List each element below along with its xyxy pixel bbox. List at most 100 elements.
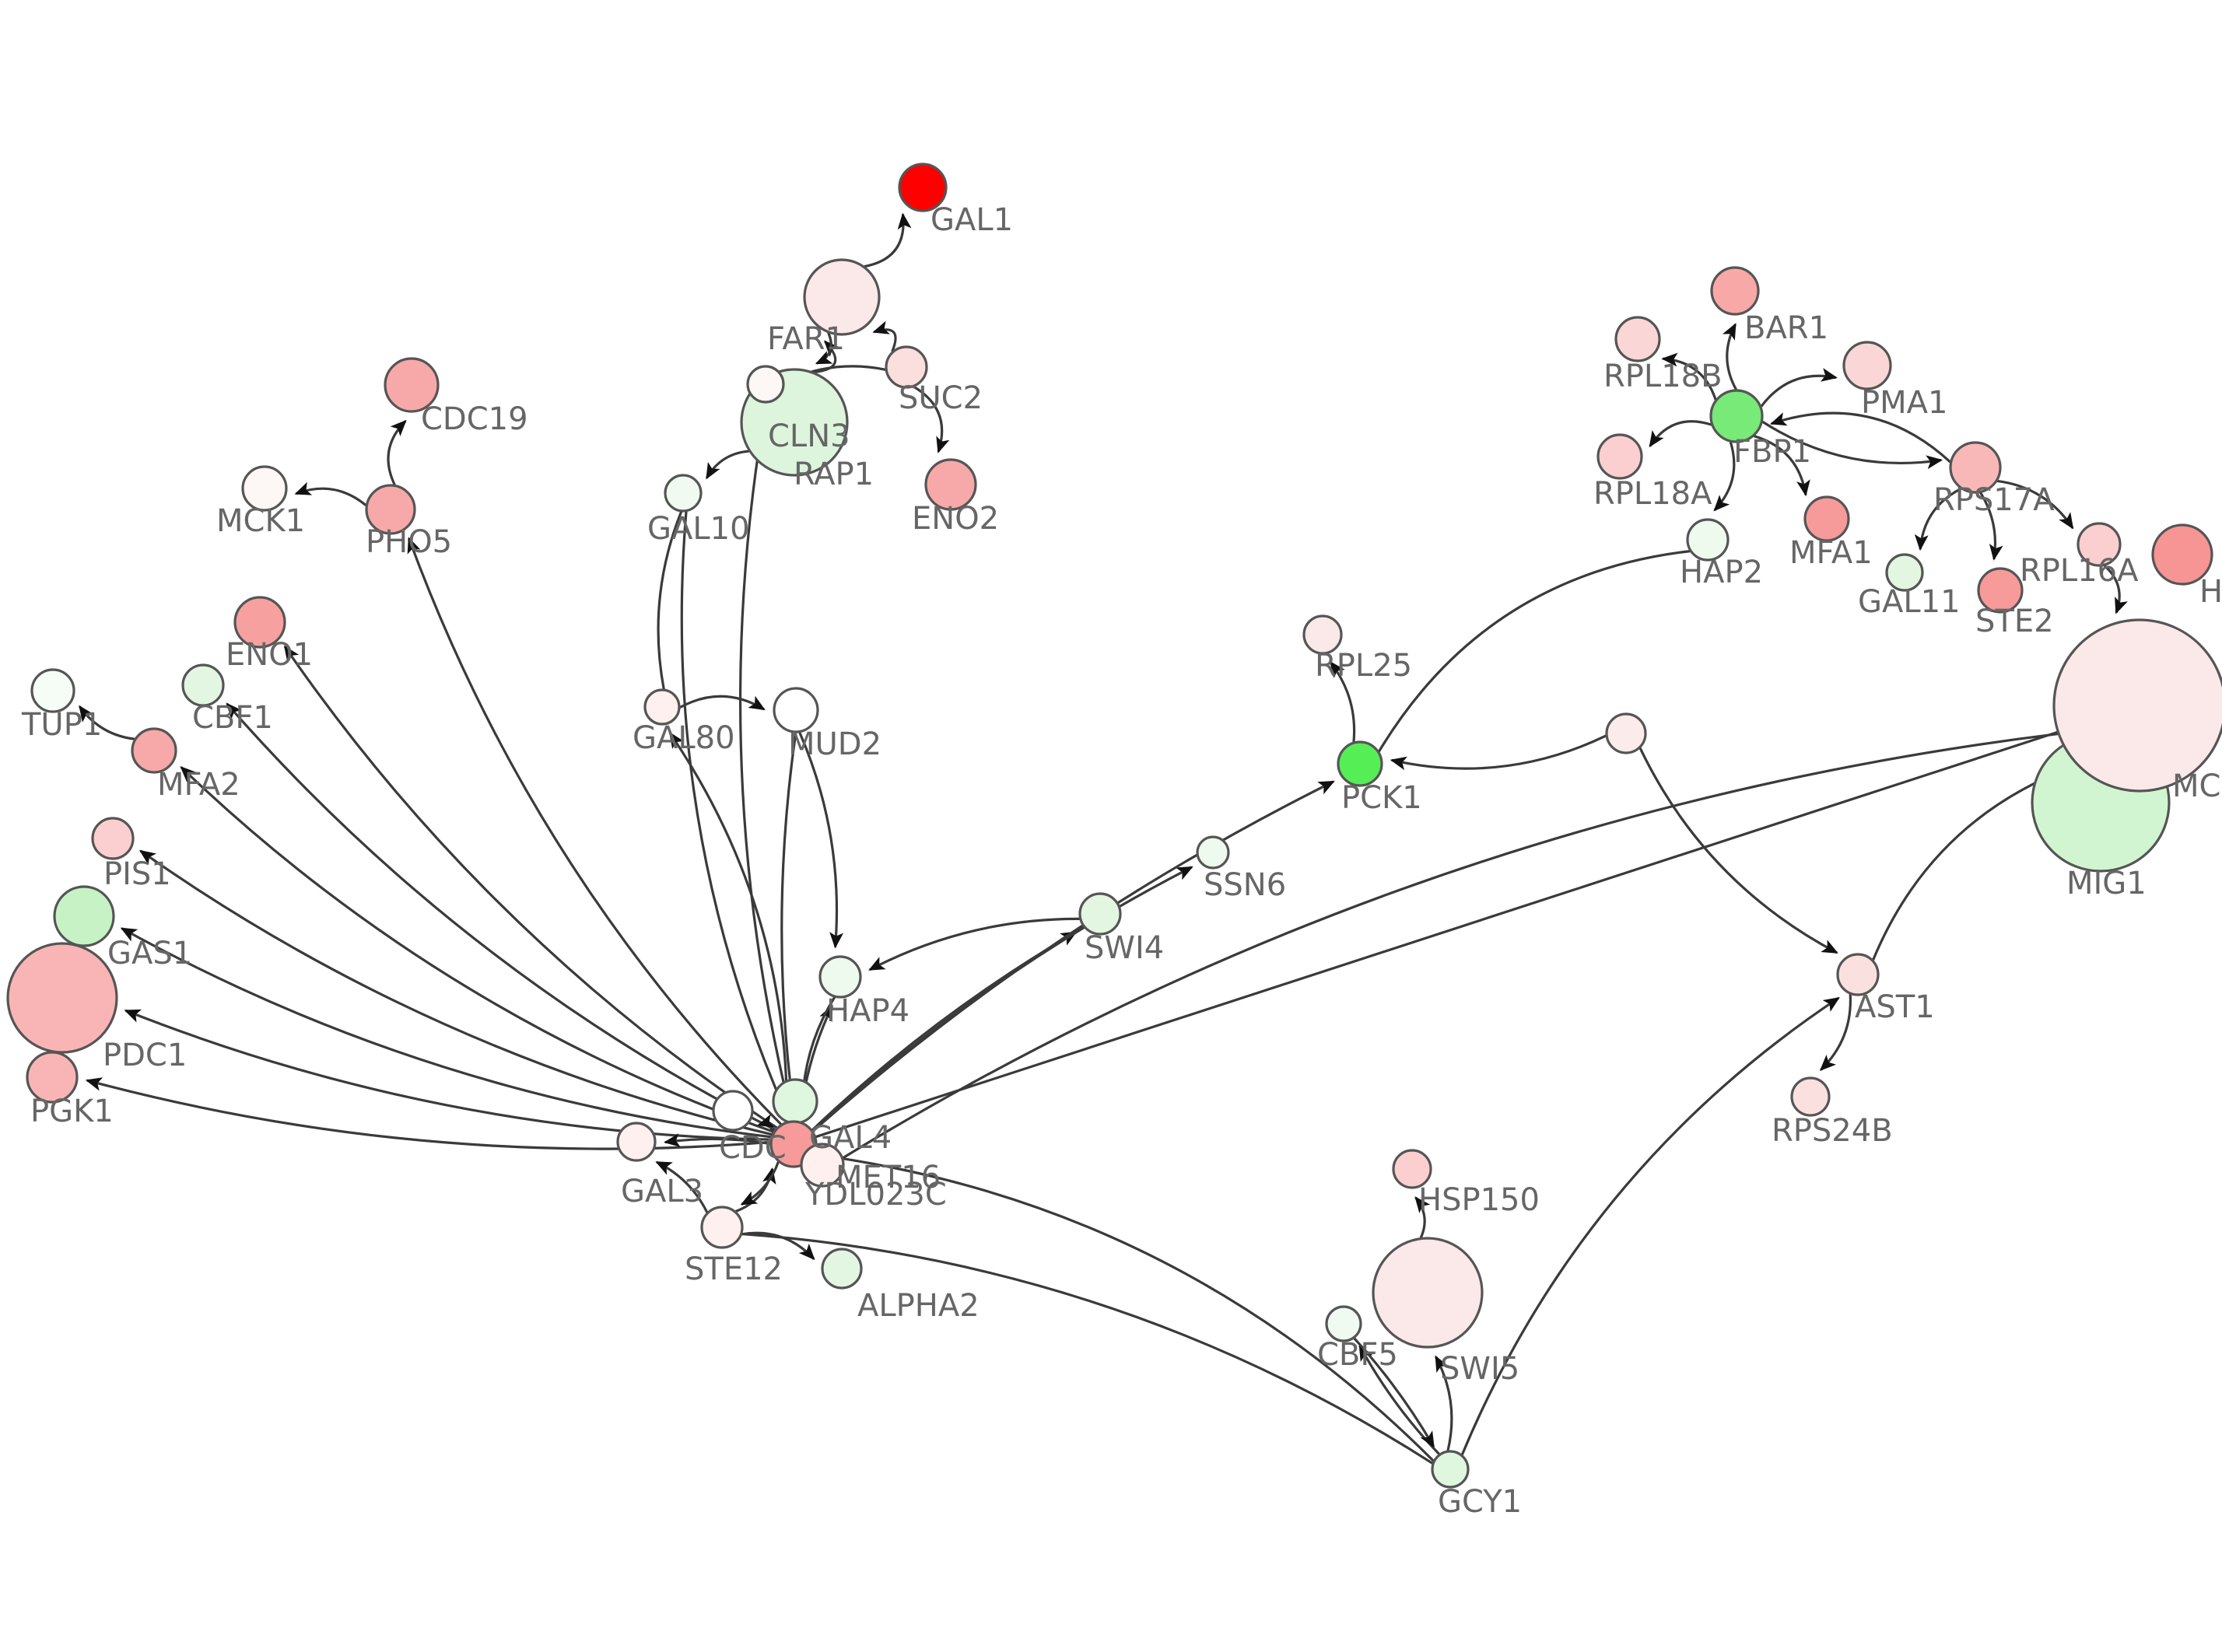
graph-edge[interactable]	[663, 1133, 771, 1147]
graph-edge[interactable]	[79, 705, 135, 740]
graph-edge[interactable]	[1649, 420, 1712, 448]
graph-node-mcm1[interactable]	[2052, 618, 2222, 793]
graph-node-gcy1[interactable]	[1431, 1450, 1470, 1489]
graph-edge[interactable]	[1979, 492, 2003, 561]
graph-node-gal11[interactable]	[1885, 553, 1924, 592]
graph-node-gas1[interactable]	[53, 885, 115, 947]
graph-node-hap2[interactable]	[1686, 518, 1730, 562]
graph-node-far1[interactable]	[803, 258, 881, 336]
graph-node-alpha2[interactable]	[821, 1248, 863, 1290]
graph-edge[interactable]	[657, 511, 683, 690]
graph-edge[interactable]	[226, 702, 776, 1132]
graph-edge[interactable]	[1435, 1355, 1453, 1451]
graph-edge[interactable]	[1390, 734, 1607, 771]
graph-node-pgk1[interactable]	[26, 1051, 79, 1104]
graph-node-mfa2[interactable]	[131, 727, 177, 774]
graph-edge[interactable]	[1722, 323, 1737, 390]
graph-edge[interactable]	[872, 320, 897, 352]
graph-node-pma1[interactable]	[1842, 341, 1892, 390]
graph-node-swi5[interactable]	[1372, 1237, 1484, 1349]
graph-edge[interactable]	[741, 1232, 1434, 1465]
graph-edge[interactable]	[757, 1114, 775, 1134]
graph-node-pis1[interactable]	[91, 817, 135, 860]
graph-edge[interactable]	[2103, 564, 2128, 614]
graph-edge[interactable]	[680, 511, 791, 1122]
graph-node-gal10[interactable]	[664, 474, 703, 513]
graph-node-hsp150[interactable]	[1392, 1149, 1432, 1189]
graph-edge[interactable]	[1330, 660, 1356, 743]
graph-node-fbp1[interactable]	[1709, 389, 1764, 443]
graph-node-gal3[interactable]	[616, 1122, 657, 1162]
graph-edge[interactable]	[1638, 747, 1838, 954]
graph-edge[interactable]	[864, 212, 912, 268]
graph-edge[interactable]	[813, 340, 840, 374]
graph-node-pdc1[interactable]	[6, 942, 118, 1054]
graph-node-cdc19[interactable]	[384, 357, 440, 413]
graph-edge[interactable]	[1414, 1196, 1431, 1239]
graph-edge[interactable]	[842, 732, 2059, 1160]
graph-node-mud2[interactable]	[773, 687, 819, 733]
graph-edge[interactable]	[294, 481, 367, 506]
graph-node-cdc39[interactable]	[712, 1090, 754, 1132]
graph-edge[interactable]	[283, 645, 778, 1129]
graph-node-ssn6[interactable]	[1196, 835, 1230, 870]
graph-node-rps17a[interactable]	[1949, 441, 2002, 494]
graph-node-rpl18b[interactable]	[1614, 316, 1661, 362]
graph-edge[interactable]	[1914, 487, 1962, 551]
graph-node-rpl18a[interactable]	[1596, 433, 1643, 480]
graph-edge[interactable]	[85, 1077, 771, 1150]
graph-edge[interactable]	[705, 450, 749, 480]
graph-node-cbf5[interactable]	[1325, 1305, 1362, 1342]
graph-node-eno1[interactable]	[233, 596, 286, 649]
graph-node-rps24b[interactable]	[1790, 1076, 1831, 1117]
graph-node-gal1[interactable]	[898, 163, 948, 212]
graph-node-ste12[interactable]	[700, 1206, 744, 1249]
graph-edge[interactable]	[868, 917, 1080, 971]
graph-edge[interactable]	[1353, 1337, 1435, 1448]
graph-node-met16[interactable]	[772, 1078, 818, 1125]
graph-node-suc2[interactable]	[885, 345, 928, 389]
graph-node-mfa1[interactable]	[1803, 495, 1850, 542]
graph-node-rpl16a[interactable]	[2077, 522, 2122, 567]
graph-edge[interactable]	[1760, 368, 1838, 408]
graph-edge[interactable]	[814, 1153, 1435, 1462]
graph-edge[interactable]	[1661, 352, 1717, 401]
graph-node-rap1[interactable]	[746, 365, 785, 404]
graph-edge[interactable]	[1713, 441, 1736, 512]
graph-edge[interactable]	[1460, 996, 1840, 1456]
graph-edge[interactable]	[740, 1161, 780, 1206]
graph-node-hap4[interactable]	[818, 955, 862, 999]
graph-edge[interactable]	[815, 332, 833, 365]
graph-edge[interactable]	[1378, 550, 1691, 753]
graph-edge[interactable]	[655, 1160, 709, 1213]
graph-edge[interactable]	[780, 732, 799, 1114]
graph-node-ste2[interactable]	[1977, 567, 2024, 614]
graph-node-eno2[interactable]	[924, 458, 977, 511]
graph-node-gal80[interactable]	[643, 688, 681, 726]
graph-edge[interactable]	[798, 731, 843, 949]
graph-edge[interactable]	[407, 537, 783, 1125]
graph-node-rpl25[interactable]	[1302, 614, 1343, 655]
graph-edge[interactable]	[180, 766, 774, 1133]
graph-node-ydl023c[interactable]	[800, 1143, 845, 1188]
graph-edge[interactable]	[735, 1167, 776, 1213]
graph-edge[interactable]	[1819, 994, 1852, 1071]
graph-edge[interactable]	[387, 419, 407, 486]
graph-node-tup1[interactable]	[30, 668, 75, 713]
graph-node-swi4[interactable]	[1078, 892, 1122, 936]
graph-node-ast1[interactable]	[1836, 953, 1880, 996]
graph-edge[interactable]	[1761, 420, 1943, 470]
graph-edge[interactable]	[668, 731, 788, 1122]
graph-edge[interactable]	[738, 402, 794, 1122]
graph-node-cbf1[interactable]	[181, 663, 225, 707]
graph-node-his4[interactable]	[2151, 523, 2213, 586]
graph-edge[interactable]	[120, 927, 772, 1139]
graph-edge[interactable]	[815, 730, 2058, 1139]
graph-edge[interactable]	[1769, 411, 1951, 464]
graph-node-node_unlabeled_1[interactable]	[1605, 712, 1647, 754]
graph-edge[interactable]	[811, 780, 1335, 1132]
graph-edge[interactable]	[1753, 435, 1810, 497]
graph-edge[interactable]	[679, 695, 766, 711]
graph-node-pho5[interactable]	[365, 484, 416, 535]
